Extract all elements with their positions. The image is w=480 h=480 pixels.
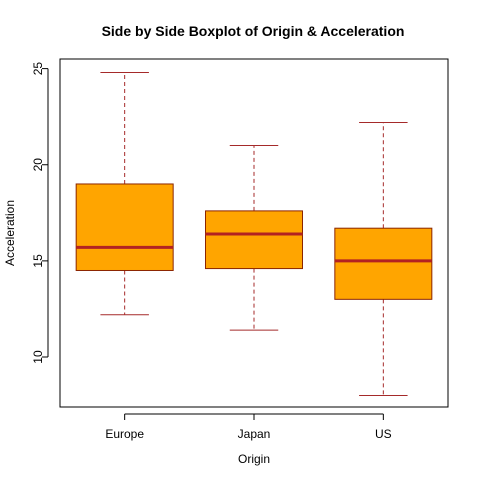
x-axis: Europe Japan US bbox=[105, 413, 392, 441]
iqr-box-europe bbox=[75, 183, 174, 271]
chart-title: Side by Side Boxplot of Origin & Acceler… bbox=[102, 23, 405, 39]
y-axis-label: Acceleration bbox=[3, 200, 17, 266]
box-japan bbox=[205, 145, 303, 331]
y-axis: 10 15 20 25 bbox=[31, 62, 49, 364]
plot-frame bbox=[59, 58, 449, 408]
box-us bbox=[334, 121, 433, 396]
y-tick-label-20: 20 bbox=[31, 158, 45, 172]
y-tick-label-10: 10 bbox=[31, 350, 45, 364]
iqr-box-japan bbox=[205, 210, 303, 270]
y-tick-label-15: 15 bbox=[31, 254, 45, 268]
x-tick-label-europe: Europe bbox=[105, 427, 144, 441]
y-tick-label-25: 25 bbox=[31, 62, 45, 76]
iqr-box-us bbox=[334, 227, 433, 300]
boxes-group bbox=[75, 71, 433, 396]
x-tick-label-us: US bbox=[375, 427, 392, 441]
x-tick-label-japan: Japan bbox=[238, 427, 271, 441]
x-axis-label: Origin bbox=[238, 452, 270, 466]
box-europe bbox=[75, 71, 174, 316]
